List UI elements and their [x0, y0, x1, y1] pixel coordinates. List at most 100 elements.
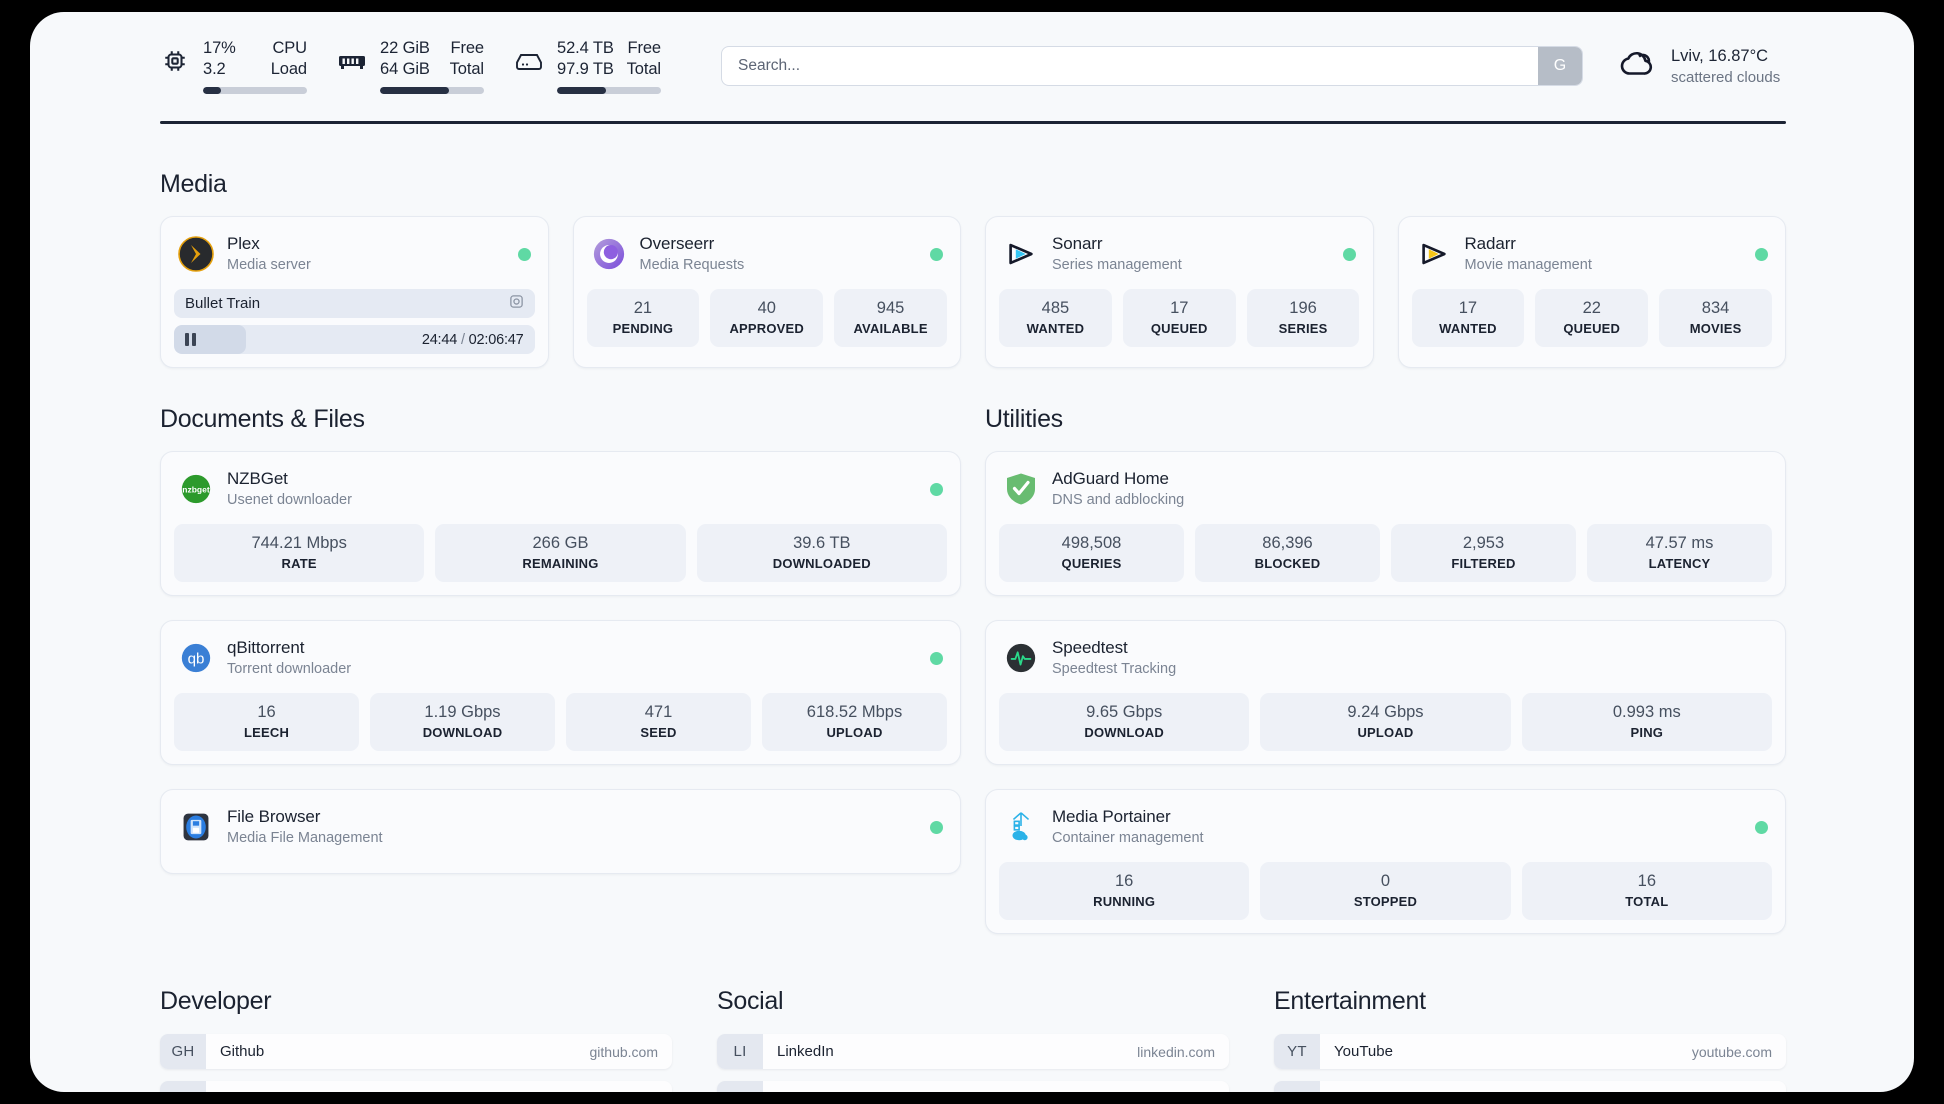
- dashboard-page: 17% 3.2 CPU Load: [30, 12, 1914, 1092]
- bookmark-url: linkedin.com: [1137, 1043, 1215, 1060]
- service-card-portainer[interactable]: Media Portainer Container management 16 …: [985, 789, 1786, 934]
- bookmark-url: netflix.com: [1705, 1081, 1786, 1093]
- stat-tile: 196 SERIES: [1246, 289, 1360, 347]
- bookmark-item-youtube[interactable]: YT YouTube youtube.com: [1274, 1034, 1786, 1069]
- stat-label: UPLOAD: [1357, 725, 1414, 740]
- plex-now-playing: Bullet Train: [174, 289, 535, 318]
- stat-value: 9.24 Gbps: [1347, 703, 1424, 721]
- stat-value: 22: [1582, 299, 1601, 317]
- stat-label: PING: [1630, 725, 1664, 740]
- bookmark-item-twitter[interactable]: TW Twitter twitter.com: [717, 1081, 1229, 1092]
- plex-progress-bar[interactable]: 24:44 / 02:06:47: [174, 325, 535, 354]
- disk-free-label: Free: [627, 39, 661, 57]
- service-card-nzbget[interactable]: nzbget NZBGet Usenet downloader 74: [160, 451, 961, 596]
- nzbget-icon: nzbget: [178, 471, 214, 507]
- search-bar[interactable]: G: [721, 46, 1583, 86]
- stat-value: 16: [257, 703, 276, 721]
- stat-value: 47.57 ms: [1645, 534, 1714, 552]
- stat-label: SEED: [640, 725, 677, 740]
- cast-icon[interactable]: [509, 294, 524, 314]
- cpu-usage-label: CPU: [272, 39, 307, 57]
- stat-value: 485: [1041, 299, 1070, 317]
- bookmark-url: youtube.com: [1691, 1043, 1772, 1060]
- section-title-utilities: Utilities: [985, 405, 1063, 433]
- pause-icon[interactable]: [185, 333, 196, 346]
- bookmark-badge: GH: [160, 1034, 206, 1069]
- service-subtitle: Series management: [1052, 257, 1182, 273]
- memory-total-label: Total: [449, 60, 484, 78]
- stat-label: DOWNLOADED: [772, 556, 871, 571]
- service-name: NZBGet: [227, 469, 288, 488]
- stat-value: 17: [1458, 299, 1478, 317]
- stat-label: PENDING: [612, 321, 674, 336]
- stat-label: UPLOAD: [826, 725, 883, 740]
- stat-value: 1.19 Gbps: [424, 703, 501, 721]
- service-name: Overseerr: [639, 234, 715, 253]
- stat-value: 16: [1114, 872, 1134, 890]
- stat-label: BLOCKED: [1254, 556, 1321, 571]
- bookmark-item-linkedin[interactable]: LI LinkedIn linkedin.com: [717, 1034, 1229, 1069]
- search-submit-button[interactable]: G: [1538, 47, 1582, 85]
- playback-time: 24:44 / 02:06:47: [421, 331, 524, 348]
- service-card-filebrowser[interactable]: File Browser Media File Management: [160, 789, 961, 874]
- bookmark-group-title: Social: [717, 987, 784, 1015]
- service-subtitle: Media server: [227, 257, 311, 273]
- bookmark-item-github[interactable]: GH Github github.com: [160, 1034, 672, 1069]
- stat-value: 618.52 Mbps: [806, 703, 903, 721]
- bookmark-name: StackOverflow: [206, 1081, 317, 1092]
- service-card-radarr[interactable]: Radarr Movie management 17 WANTED 22 QUE…: [1397, 216, 1786, 368]
- service-card-sonarr[interactable]: Sonarr Series management 485 WANTED 17 Q…: [985, 216, 1374, 368]
- stat-tile: 471 SEED: [566, 693, 751, 751]
- cpu-usage-value: 17%: [203, 39, 236, 57]
- bookmark-item-stackoverflow[interactable]: SO StackOverflow stackoverflow.com: [160, 1081, 672, 1092]
- service-subtitle: DNS and adblocking: [1052, 492, 1185, 508]
- stat-label: RUNNING: [1093, 894, 1156, 909]
- search-input[interactable]: [722, 47, 1538, 85]
- stat-tile: 16 RUNNING: [999, 862, 1250, 920]
- status-badge: [930, 482, 943, 496]
- section-bookmarks: Developer GH Github github.com SO StackO…: [160, 987, 1786, 1092]
- stat-label: MOVIES: [1689, 321, 1742, 336]
- service-card-qbittorrent[interactable]: qb qBittorrent Torrent downloader: [160, 620, 961, 765]
- bookmark-url: twitter.com: [1148, 1081, 1229, 1093]
- stat-tile: 0.993 ms PING: [1521, 693, 1772, 751]
- disk-usage-bar: [557, 87, 661, 94]
- service-card-overseerr[interactable]: Overseerr Media Requests 21 PENDING 40 A…: [572, 216, 961, 368]
- stat-value: 86,396: [1262, 534, 1313, 552]
- stat-value: 0: [1380, 872, 1391, 890]
- memory-icon: [337, 44, 367, 78]
- bookmark-group-entertainment: Entertainment YT YouTube youtube.com NF …: [1274, 987, 1786, 1092]
- stat-value: 498,508: [1061, 534, 1122, 552]
- disk-free-value: 52.4 TB: [557, 39, 614, 57]
- stat-label: TOTAL: [1625, 894, 1669, 909]
- stat-tile: 945 AVAILABLE: [834, 289, 947, 347]
- section-documents: Documents & Files nzbget NZBGet: [160, 405, 961, 934]
- stat-tile: 86,396 BLOCKED: [1195, 524, 1380, 582]
- status-badge: [1755, 247, 1768, 261]
- stat-tile: 47.57 ms LATENCY: [1587, 524, 1772, 582]
- service-name: AdGuard Home: [1052, 469, 1169, 488]
- weather-description: scattered clouds: [1671, 68, 1781, 86]
- service-card-adguard[interactable]: AdGuard Home DNS and adblocking 498,508 …: [985, 451, 1786, 596]
- service-card-plex[interactable]: Plex Media server Bullet Train: [160, 216, 549, 368]
- stat-value: 266 GB: [532, 534, 589, 552]
- stat-label: WANTED: [1026, 321, 1085, 336]
- stat-label: LATENCY: [1648, 556, 1711, 571]
- status-badge: [517, 247, 531, 261]
- section-title-documents: Documents & Files: [160, 405, 365, 433]
- stat-tile: 16 LEECH: [174, 693, 359, 751]
- weather-temperature: Lviv, 16.87°C: [1671, 46, 1769, 65]
- bookmark-group-title: Developer: [160, 987, 272, 1015]
- stat-label: QUEUED: [1150, 321, 1208, 336]
- service-subtitle: Media Requests: [639, 257, 745, 273]
- stat-label: QUERIES: [1061, 556, 1122, 571]
- bookmark-name: Twitter: [763, 1081, 821, 1092]
- stat-label: WANTED: [1439, 321, 1497, 336]
- service-name: Media Portainer: [1052, 807, 1171, 826]
- service-subtitle: Movie management: [1464, 257, 1592, 273]
- disk-total-label: Total: [626, 60, 661, 78]
- service-card-speedtest[interactable]: Speedtest Speedtest Tracking 9.65 Gbps D…: [985, 620, 1786, 765]
- status-badge: [1342, 247, 1356, 261]
- bookmark-item-netflix[interactable]: NF Netflix netflix.com: [1274, 1081, 1786, 1092]
- bookmark-group-developer: Developer GH Github github.com SO StackO…: [160, 987, 672, 1092]
